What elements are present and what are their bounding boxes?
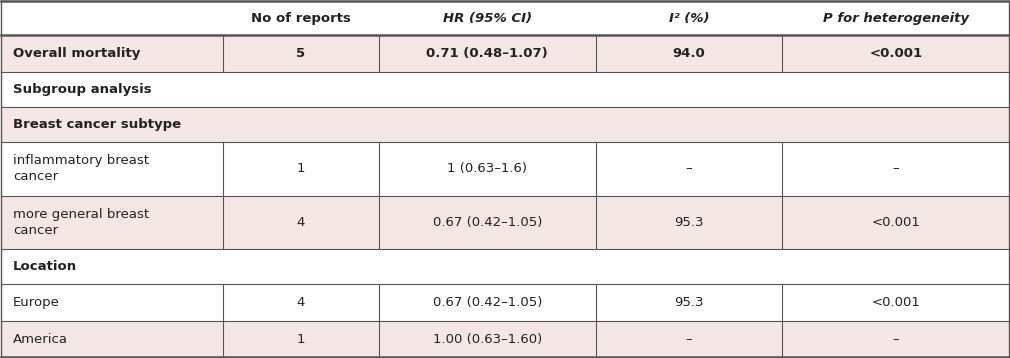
Text: 4: 4 bbox=[297, 216, 305, 229]
Bar bbox=[783, 35, 1009, 72]
Bar bbox=[783, 195, 1009, 250]
Text: 95.3: 95.3 bbox=[675, 216, 704, 229]
Text: Location: Location bbox=[13, 260, 77, 274]
Bar bbox=[596, 72, 783, 107]
Bar bbox=[596, 107, 783, 142]
Text: more general breast
cancer: more general breast cancer bbox=[13, 208, 148, 237]
Bar bbox=[596, 35, 783, 72]
Bar bbox=[1, 321, 222, 357]
Text: Subgroup analysis: Subgroup analysis bbox=[13, 83, 151, 96]
Bar bbox=[222, 142, 379, 195]
Bar bbox=[596, 321, 783, 357]
Bar bbox=[596, 142, 783, 195]
Bar bbox=[222, 250, 379, 284]
Text: 94.0: 94.0 bbox=[673, 47, 705, 60]
Text: 95.3: 95.3 bbox=[675, 296, 704, 309]
Bar bbox=[1, 284, 222, 321]
Bar bbox=[379, 321, 596, 357]
Text: –: – bbox=[686, 333, 693, 345]
Bar bbox=[1, 107, 222, 142]
Bar bbox=[222, 107, 379, 142]
Bar bbox=[1, 72, 222, 107]
Bar bbox=[783, 142, 1009, 195]
Text: <0.001: <0.001 bbox=[872, 296, 920, 309]
Text: –: – bbox=[893, 333, 899, 345]
Text: –: – bbox=[686, 162, 693, 175]
Bar bbox=[783, 107, 1009, 142]
Bar bbox=[379, 35, 596, 72]
Bar bbox=[783, 250, 1009, 284]
Text: 0.67 (0.42–1.05): 0.67 (0.42–1.05) bbox=[432, 216, 542, 229]
Text: 1 (0.63–1.6): 1 (0.63–1.6) bbox=[447, 162, 527, 175]
Text: 4: 4 bbox=[297, 296, 305, 309]
Bar bbox=[379, 72, 596, 107]
Text: Breast cancer subtype: Breast cancer subtype bbox=[13, 118, 181, 131]
Bar bbox=[1, 35, 222, 72]
Bar bbox=[596, 250, 783, 284]
Bar bbox=[222, 35, 379, 72]
Bar bbox=[379, 250, 596, 284]
Text: <0.001: <0.001 bbox=[872, 216, 920, 229]
Bar bbox=[783, 72, 1009, 107]
Text: P for heterogeneity: P for heterogeneity bbox=[823, 11, 969, 25]
Text: America: America bbox=[13, 333, 68, 345]
Bar bbox=[1, 1, 222, 35]
Bar bbox=[783, 1, 1009, 35]
Text: 1.00 (0.63–1.60): 1.00 (0.63–1.60) bbox=[432, 333, 542, 345]
Bar bbox=[379, 284, 596, 321]
Bar bbox=[222, 321, 379, 357]
Bar bbox=[379, 1, 596, 35]
Bar bbox=[1, 250, 222, 284]
Bar bbox=[596, 1, 783, 35]
Text: <0.001: <0.001 bbox=[870, 47, 922, 60]
Text: 0.71 (0.48–1.07): 0.71 (0.48–1.07) bbox=[426, 47, 548, 60]
Bar bbox=[596, 195, 783, 250]
Text: Europe: Europe bbox=[13, 296, 60, 309]
Text: 5: 5 bbox=[296, 47, 305, 60]
Bar bbox=[379, 195, 596, 250]
Bar bbox=[1, 195, 222, 250]
Bar bbox=[596, 284, 783, 321]
Bar bbox=[783, 321, 1009, 357]
Text: HR (95% CI): HR (95% CI) bbox=[442, 11, 532, 25]
Bar bbox=[1, 142, 222, 195]
Text: –: – bbox=[893, 162, 899, 175]
Bar bbox=[222, 72, 379, 107]
Text: inflammatory breast
cancer: inflammatory breast cancer bbox=[13, 154, 148, 183]
Text: I² (%): I² (%) bbox=[669, 11, 709, 25]
Text: Overall mortality: Overall mortality bbox=[13, 47, 140, 60]
Text: No of reports: No of reports bbox=[250, 11, 350, 25]
Text: 0.67 (0.42–1.05): 0.67 (0.42–1.05) bbox=[432, 296, 542, 309]
Bar bbox=[379, 107, 596, 142]
Bar bbox=[222, 284, 379, 321]
Text: 1: 1 bbox=[297, 162, 305, 175]
Bar bbox=[379, 142, 596, 195]
Text: 1: 1 bbox=[297, 333, 305, 345]
Bar bbox=[222, 195, 379, 250]
Bar bbox=[222, 1, 379, 35]
Bar bbox=[783, 284, 1009, 321]
